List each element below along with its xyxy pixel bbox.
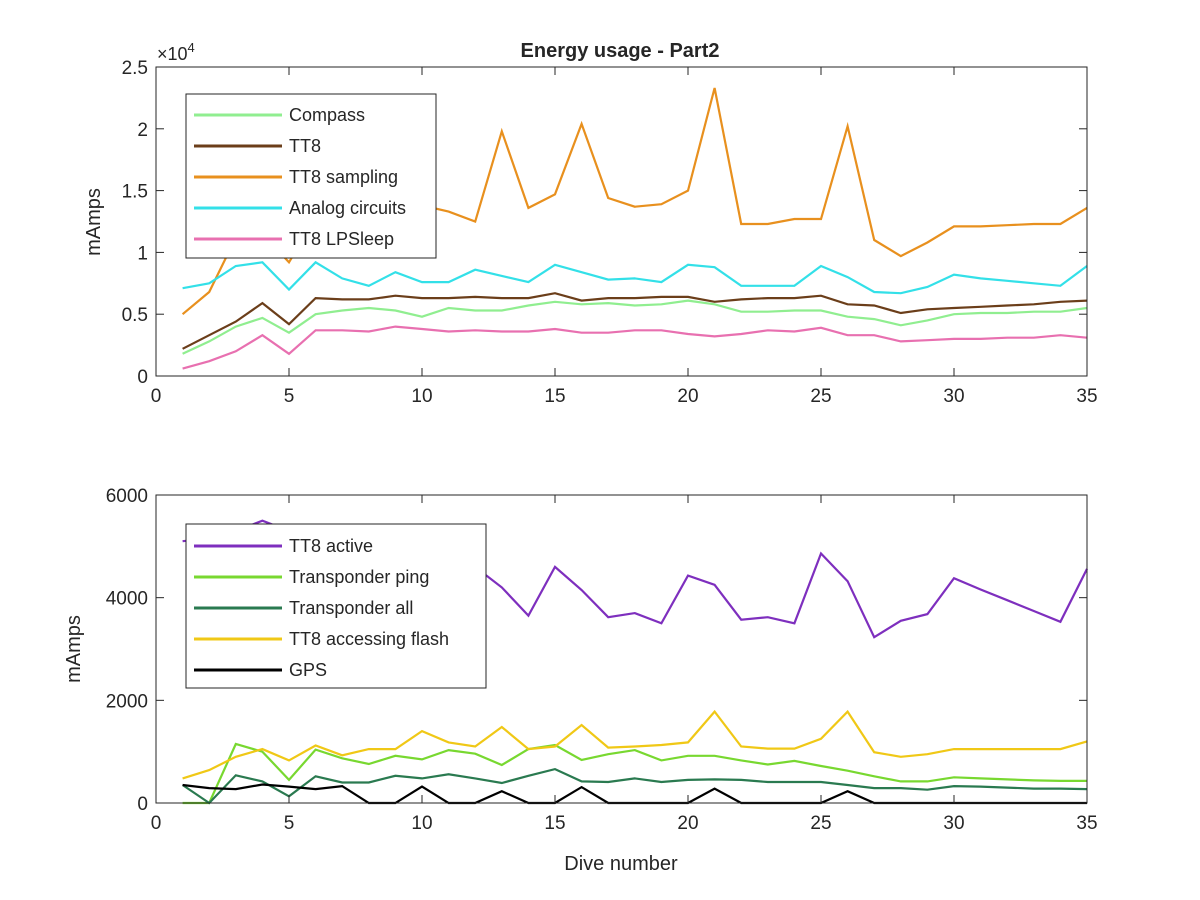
legend-label: TT8 accessing flash [289, 629, 449, 649]
series-line-analog-circuits [182, 260, 1088, 295]
x-tick-label: 5 [284, 386, 295, 407]
y-tick-label: 0 [137, 367, 148, 388]
bottom-subplot: mAmps Dive number 0 5 10 15 20 25 30 35 0 2000 400… [63, 486, 1098, 875]
exponent-power: 4 [188, 40, 195, 55]
series-line-compass [182, 299, 1088, 355]
series-line-tt8-accessing-flash [182, 709, 1088, 780]
series-line-tt8-lpsleep [182, 325, 1088, 370]
x-tick-label: 15 [544, 813, 565, 834]
x-tick-label: 35 [1076, 386, 1097, 407]
x-tick-label: 15 [544, 386, 565, 407]
x-tick-label: 30 [943, 386, 964, 407]
legend: TT8 active Transponder ping Transponder al… [185, 523, 487, 689]
y-axis-label: mAmps [63, 615, 85, 683]
legend: Compass TT8 TT8 sampling Analog circuits TT8… [185, 93, 437, 259]
y-tick-label: 2000 [106, 691, 148, 712]
x-tick-label: 30 [943, 813, 964, 834]
y-tick-label: 2 [137, 120, 148, 141]
svg-text:×104: ×104 [157, 40, 195, 64]
exponent-base: ×10 [157, 44, 188, 64]
y-tick-label: 1.5 [122, 182, 148, 203]
x-tick-label: 0 [151, 386, 162, 407]
plot-area-frame [155, 66, 1088, 377]
legend-label: Analog circuits [289, 198, 406, 218]
legend-label: GPS [289, 660, 327, 680]
y-tick-label: 0.5 [122, 305, 148, 326]
plot-area-frame [155, 494, 1088, 804]
legend-label: Transponder all [289, 598, 413, 618]
series-line-transponder-ping [182, 742, 1087, 805]
legend-label: TT8 [289, 136, 321, 156]
x-tick-label: 35 [1076, 813, 1097, 834]
x-tick-label: 25 [810, 386, 831, 407]
legend-label: TT8 LPSleep [289, 229, 394, 249]
series-line-transponder-all [181, 767, 1088, 805]
y-axis-label: mAmps [83, 188, 105, 256]
y-tick-label: 0 [137, 794, 148, 815]
chart-title: Energy usage - Part2 [521, 40, 720, 62]
tick-layer: 0 5 10 15 20 25 30 35 0 2000 4000 6000 [106, 486, 1098, 834]
legend-box [185, 523, 487, 689]
x-tick-label: 20 [677, 386, 698, 407]
x-tick-label: 10 [411, 386, 432, 407]
top-subplot: Energy usage - Part2 ×104 mAmps 0 5 10 15 20… [83, 40, 1098, 407]
exponent-label: ×104 [157, 40, 195, 64]
x-tick-label: 10 [411, 813, 432, 834]
x-tick-label: 5 [284, 813, 295, 834]
y-tick-label: 4000 [106, 589, 148, 610]
y-tick-label: 1 [137, 243, 148, 264]
y-tick-label: 2.5 [122, 58, 148, 79]
legend-label: TT8 active [289, 536, 373, 556]
y-tick-label: 6000 [106, 486, 148, 507]
x-axis-label: Dive number [564, 853, 678, 875]
legend-label: Transponder ping [289, 567, 429, 587]
series-line-tt8 [182, 292, 1088, 350]
tick-layer: 0 5 10 15 20 25 30 35 0 0.5 1 1.5 2 2.5 [122, 58, 1098, 407]
legend-label: Compass [289, 105, 365, 125]
legend-label: TT8 sampling [289, 167, 398, 187]
x-tick-label: 0 [151, 813, 162, 834]
x-tick-label: 25 [810, 813, 831, 834]
x-tick-label: 20 [677, 813, 698, 834]
